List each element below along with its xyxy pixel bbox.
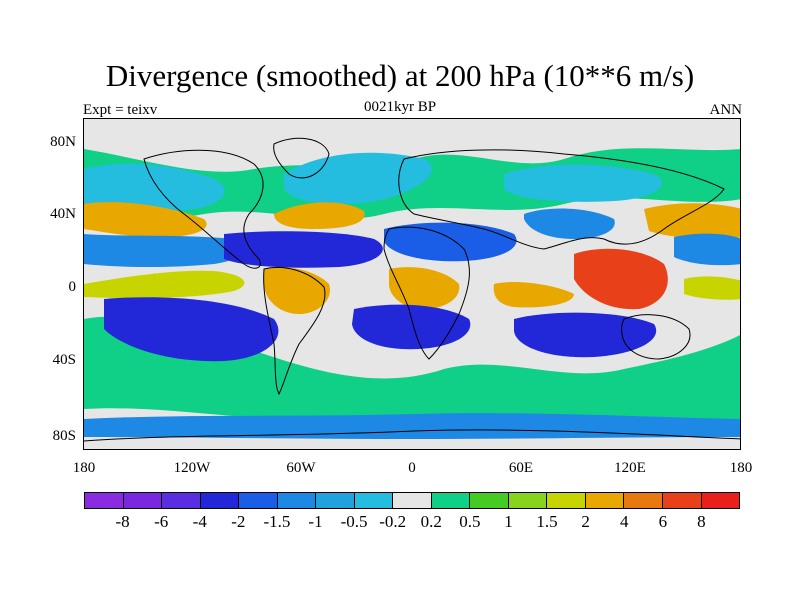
colorbar-cell bbox=[508, 493, 548, 508]
colorbar-label: -8 bbox=[115, 512, 130, 531]
colorbar-cell bbox=[123, 493, 163, 508]
colorbar-label: -6 bbox=[154, 512, 169, 531]
equatorial-pacific-positive bbox=[84, 270, 245, 299]
lat-label-0: 0 bbox=[68, 279, 77, 295]
colorbar-cell bbox=[162, 493, 201, 508]
lon-label-60w: 60W bbox=[286, 460, 316, 476]
lon-label-60e: 60E bbox=[508, 460, 534, 476]
colorbar-cell bbox=[354, 493, 394, 508]
season-label: ANN bbox=[709, 102, 743, 118]
positive-zones bbox=[84, 202, 740, 314]
lat-label-40n: 40N bbox=[50, 206, 76, 222]
lon-label-120e: 120E bbox=[614, 460, 646, 476]
colorbar-cell bbox=[470, 493, 509, 508]
colorbar-label: 1 bbox=[504, 512, 513, 531]
east-asia-negative bbox=[524, 208, 615, 239]
colorbar-label: -1 bbox=[308, 512, 323, 531]
colorbar-cell bbox=[393, 493, 432, 508]
colorbar-label: -0.2 bbox=[379, 512, 407, 531]
north-pacific-positive bbox=[84, 202, 207, 237]
antarctica-coast bbox=[84, 429, 740, 442]
colorbar-cell bbox=[316, 493, 355, 508]
colorbar-label: 2 bbox=[581, 512, 590, 531]
divergence-map bbox=[83, 118, 741, 450]
colorbar-label: -2 bbox=[231, 512, 246, 531]
lat-label-40s: 40S bbox=[52, 352, 76, 368]
north-atlantic-cyan bbox=[284, 152, 432, 205]
east-asia-positive bbox=[644, 203, 740, 239]
central-pacific-negative bbox=[674, 233, 740, 266]
colorbar-label: 6 bbox=[658, 512, 668, 531]
south-america-coast bbox=[263, 266, 326, 396]
australia-coast bbox=[621, 314, 691, 360]
colorbar-cell bbox=[85, 493, 124, 508]
sahara-negative bbox=[384, 222, 517, 262]
lon-label-180w: 180 bbox=[72, 460, 96, 476]
north-atlantic-positive bbox=[274, 202, 365, 229]
eurasia-coast bbox=[398, 149, 725, 250]
lat-label-80s: 80S bbox=[52, 428, 76, 444]
time-label: 0021kyr BP bbox=[363, 99, 437, 115]
experiment-label: Expt = teixv bbox=[83, 102, 158, 118]
colorbar-cell bbox=[431, 493, 471, 508]
lon-label-180e: 180 bbox=[729, 460, 753, 476]
negative-zones bbox=[84, 208, 740, 439]
colorbar bbox=[84, 492, 740, 509]
north-pacific-cyan bbox=[84, 163, 225, 212]
colorbar-cell bbox=[701, 493, 740, 508]
colorbar-label: 1.5 bbox=[536, 512, 558, 531]
colorbar-cell bbox=[277, 493, 317, 508]
greenland-coast bbox=[273, 137, 330, 179]
south-atlantic-negative bbox=[352, 304, 471, 350]
asia-cyan bbox=[504, 164, 662, 202]
indian-ocean-negative bbox=[514, 312, 657, 358]
colorbar-label: 4 bbox=[619, 512, 629, 531]
south-america-positive bbox=[264, 267, 330, 314]
colorbar-label: -1.5 bbox=[263, 512, 291, 531]
colorbar-cell bbox=[662, 493, 702, 508]
colorbar-cell bbox=[200, 493, 240, 508]
colorbar-label: 0.5 bbox=[459, 512, 481, 531]
lat-label-80n: 80N bbox=[50, 134, 76, 150]
colorbar-label: 0.2 bbox=[420, 512, 442, 531]
southern-band-negative bbox=[84, 413, 740, 439]
south-pacific-negative bbox=[104, 297, 279, 362]
coastlines bbox=[84, 137, 740, 442]
map-canvas bbox=[84, 119, 740, 449]
north-america-coast bbox=[143, 149, 264, 269]
colorbar-label: 8 bbox=[697, 512, 706, 531]
colorbar-cell bbox=[239, 493, 278, 508]
colorbar-label: -0.5 bbox=[340, 512, 368, 531]
colorbar-cell bbox=[547, 493, 586, 508]
east-pacific-positive bbox=[684, 276, 740, 300]
maritime-continent-positive bbox=[574, 248, 668, 310]
lon-label-120w: 120W bbox=[173, 460, 211, 476]
chart-title: Divergence (smoothed) at 200 hPa (10**6 … bbox=[105, 58, 695, 93]
north-pacific-negative bbox=[84, 234, 246, 268]
colorbar-cell bbox=[624, 493, 663, 508]
southern-green-band bbox=[84, 316, 740, 423]
indian-ocean-positive bbox=[493, 282, 574, 308]
atlantic-negative bbox=[224, 231, 383, 268]
colorbar-label: -4 bbox=[192, 512, 207, 531]
field-bands bbox=[84, 148, 740, 423]
colorbar-cell bbox=[585, 493, 625, 508]
africa-coast bbox=[383, 226, 470, 360]
lon-label-0: 0 bbox=[408, 460, 416, 476]
africa-positive bbox=[389, 267, 460, 309]
